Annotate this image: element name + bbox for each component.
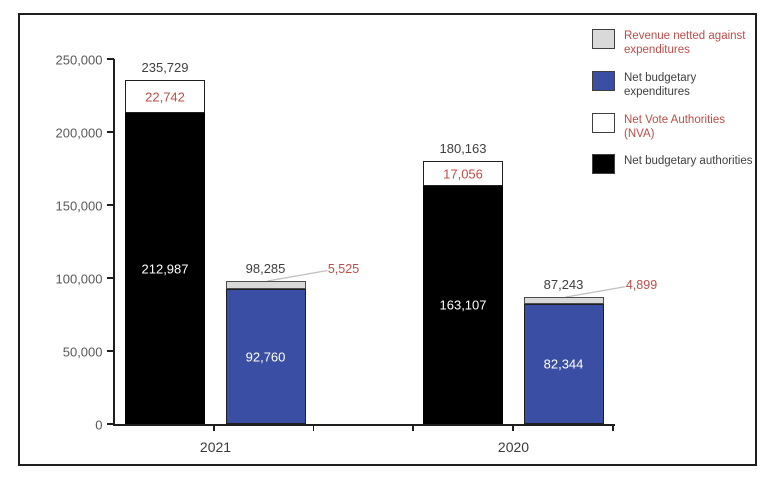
callout-label: 5,525	[327, 261, 360, 276]
legend-swatch-revenue-netted	[592, 29, 615, 49]
y-axis-label: 200,000	[55, 125, 103, 140]
x-axis-line	[112, 424, 615, 426]
bar-segment-net-budgetary-authorities	[423, 185, 503, 424]
x-axis-tick	[213, 426, 215, 431]
bar-total-label: 235,729	[141, 59, 189, 75]
legend-swatch-net-budgetary-expenditures	[592, 70, 615, 91]
legend: Revenue netted against expenditures Net b…	[592, 29, 756, 175]
y-axis-label: 0	[95, 417, 103, 432]
legend-label: Revenue netted against expenditures	[624, 30, 746, 57]
segment-value-label: 163,107	[439, 297, 487, 313]
bar-total-label: 98,285	[245, 260, 286, 276]
x-axis-tick	[512, 426, 514, 431]
legend-label: Net budgetary authorities	[624, 155, 753, 168]
bar-segment-net-budgetary-expenditures	[523, 303, 604, 424]
bar-total-label: 87,243	[543, 276, 584, 292]
x-axis-category-label: 2021	[199, 439, 232, 455]
bar-segment-net-budgetary-expenditures	[225, 288, 306, 424]
y-axis-tick	[106, 277, 114, 279]
legend-item-net-budgetary-expenditures: Net budgetary expenditures	[592, 70, 756, 100]
y-axis-label: 150,000	[55, 198, 103, 213]
segment-value-label: 22,742	[145, 89, 185, 105]
bar-segment-revenue-netted	[523, 296, 604, 304]
x-axis-tick	[412, 426, 414, 431]
y-axis-line	[112, 59, 115, 426]
legend-label: Net Vote Authorities (NVA)	[624, 113, 726, 140]
legend-item-net-budgetary-authorities: Net budgetary authorities	[592, 154, 756, 175]
y-axis-tick	[106, 204, 114, 206]
segment-value-label: 17,056	[443, 166, 483, 182]
legend-item-revenue-netted: Revenue netted against expenditures	[592, 29, 756, 58]
legend-label: Net budgetary expenditures	[624, 71, 697, 99]
legend-swatch-net-budgetary-authorities	[592, 154, 615, 175]
x-axis-tick	[312, 426, 315, 431]
segment-value-label: 82,344	[543, 356, 584, 372]
bar-segment-net-budgetary-authorities	[125, 113, 205, 424]
segment-value-label: 92,760	[245, 349, 286, 365]
bar-segment-net-vote-authorities	[423, 160, 503, 186]
legend-swatch-net-vote-authorities	[592, 112, 615, 133]
legend-item-net-vote-authorities: Net Vote Authorities (NVA)	[592, 112, 756, 142]
bar-segment-revenue-netted	[225, 280, 306, 289]
y-axis-tick	[106, 350, 114, 352]
bar-total-label: 180,163	[439, 140, 487, 156]
y-axis-label: 100,000	[55, 271, 103, 286]
y-axis-tick	[106, 423, 114, 425]
x-axis-tick	[612, 426, 614, 431]
segment-value-label: 212,987	[141, 261, 189, 277]
y-axis-tick	[106, 131, 114, 133]
callout-label: 4,899	[625, 277, 658, 292]
y-axis-tick	[106, 58, 114, 60]
bar-segment-net-vote-authorities	[125, 79, 205, 114]
x-axis-category-label: 2020	[497, 439, 530, 455]
y-axis-label: 250,000	[55, 52, 103, 67]
y-axis-label: 50,000	[62, 344, 103, 359]
